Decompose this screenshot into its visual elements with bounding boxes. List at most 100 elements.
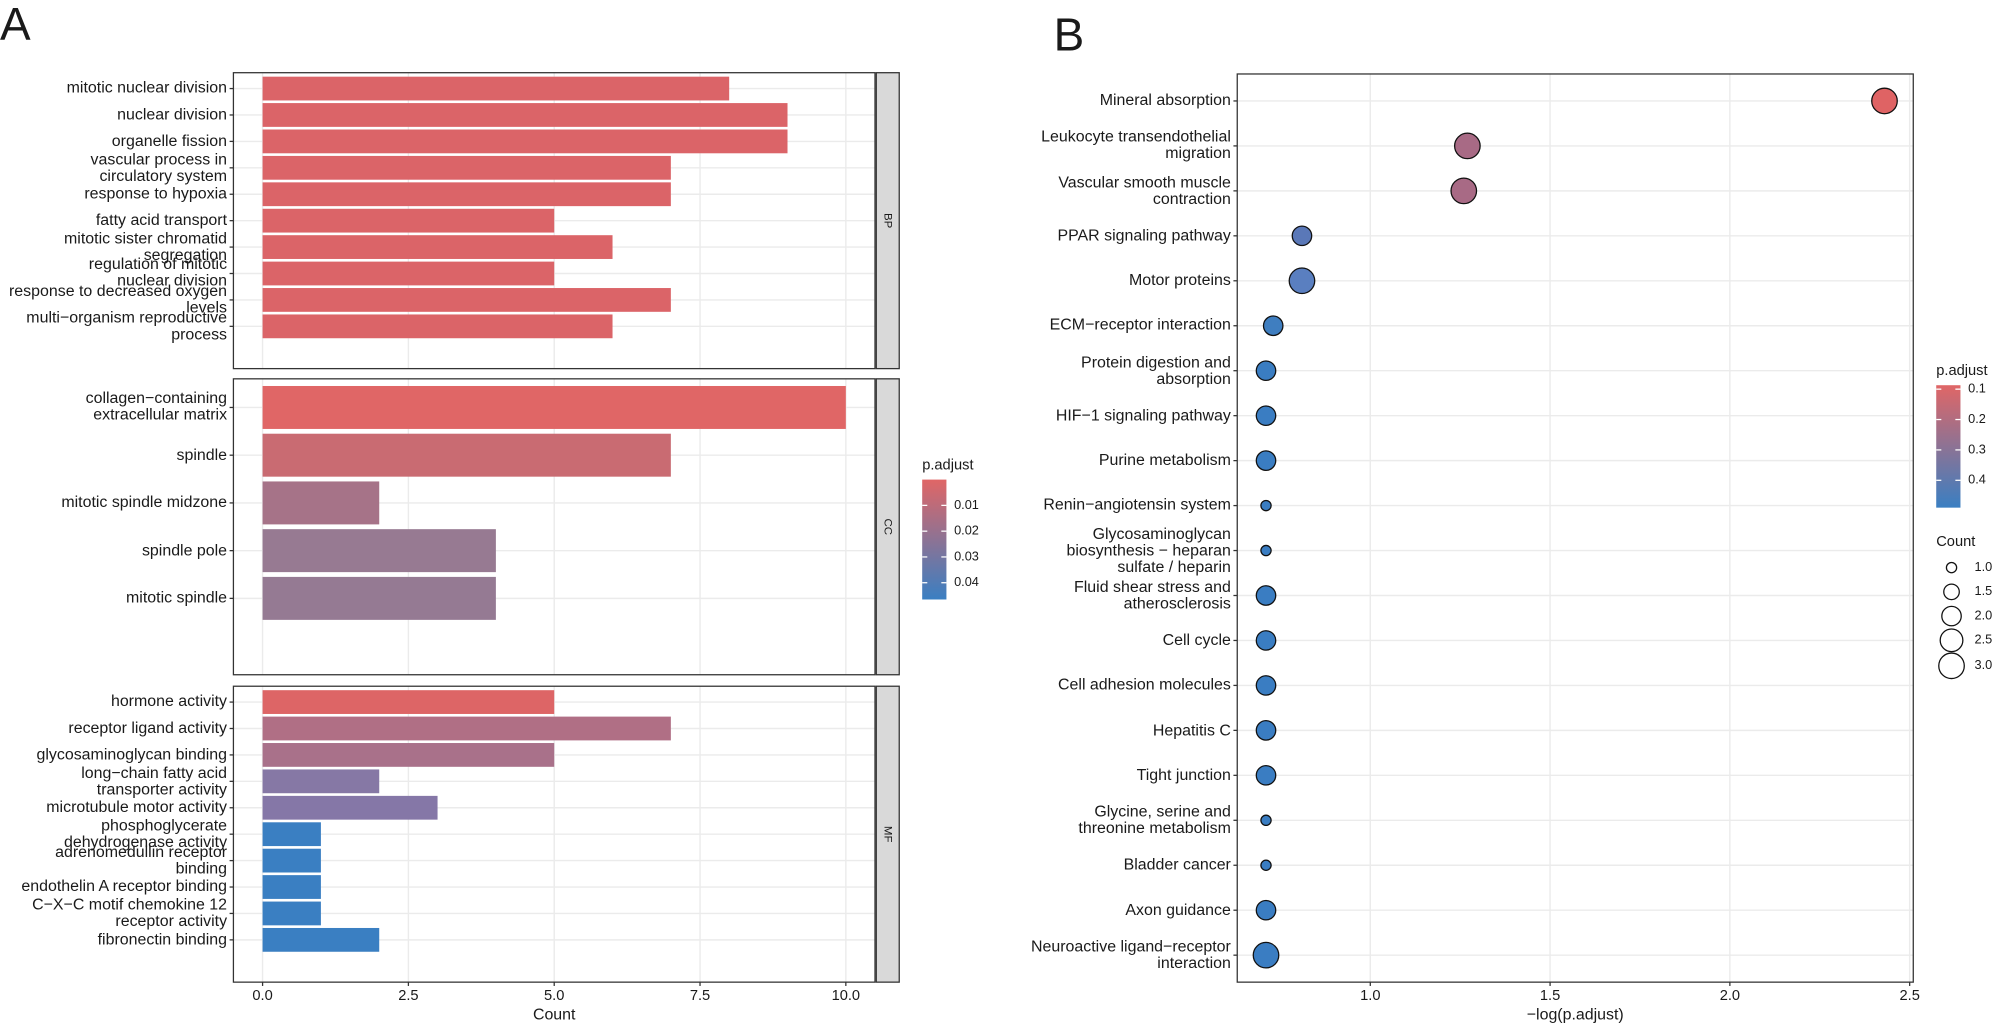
y-tick-label: Mineral absorption [1099,91,1231,110]
y-tick-label: mitotic spindle midzone [61,493,228,512]
y-tick-label: spindle [176,445,228,464]
point [1255,360,1277,382]
y-tick-label: Vascular smooth muscle contraction [1058,173,1231,208]
strip [875,72,900,370]
point [1288,267,1316,295]
point [1262,315,1284,337]
point [1260,814,1272,827]
size-legend-key [1938,652,1965,680]
strip-label: CC [882,518,894,535]
y-tick-label: adrenomedullin receptor binding [55,842,228,878]
bar [262,529,496,573]
x-axis-title: −log(p.adjust) [1527,1007,1624,1024]
y-tick-label: C−X−C motif chemokine 12 receptor activi… [32,895,228,931]
colorbar [1936,385,1961,508]
y-tick-label: Leukocyte transendothelial migration [1041,128,1231,163]
bar [262,822,321,847]
y-tick-label: fatty acid transport [95,211,228,229]
bar [262,716,671,741]
point [1255,450,1277,471]
size-legend-label: 1.5 [1974,583,1992,598]
y-tick-label: fibronectin binding [97,930,228,949]
bar [262,576,496,620]
bar [262,182,671,207]
bar [262,433,671,477]
y-tick-label: Axon guidance [1125,900,1231,919]
panel-border [232,378,876,676]
size-legend-label: 2.0 [1974,607,1992,622]
size-legend-label: 3.0 [1974,657,1992,672]
point [1260,859,1272,871]
colorbar [922,479,947,600]
y-tick-label: multi−organism reproductive process [26,308,228,343]
x-tick-label: 5.0 [544,988,564,1004]
size-legend-label: 1.0 [1974,559,1992,574]
y-tick-label: collagen−containing extracellular matrix [85,389,228,425]
point [1255,405,1277,427]
y-tick-label: Bladder cancer [1123,855,1231,874]
y-tick-label: endothelin A receptor binding [21,877,228,896]
bar [262,155,671,180]
point [1450,177,1478,205]
y-tick-label: hormone activity [110,692,228,711]
y-tick-label: Cell cycle [1162,630,1231,649]
x-tick-label: 1.5 [1540,988,1560,1004]
y-tick-label: PPAR signaling pathway [1057,226,1231,245]
colorbar-label: 0.01 [954,497,979,512]
y-tick-label: microtubule motor activity [46,798,228,817]
y-tick-label: long−chain fatty acid transporter activi… [81,763,228,798]
y-tick-label: Purine metabolism [1098,451,1231,469]
bar [262,901,321,926]
y-tick-label: glycosaminoglycan binding [36,745,228,764]
y-tick-label: phosphoglycerate dehydrogenase activity [63,816,228,851]
bar [262,208,555,233]
y-tick-label: Motor proteins [1128,271,1231,290]
y-tick-label: Glycine, serine and threonine metabolism [1078,802,1231,837]
colorbar-label: 0.2 [1968,411,1986,426]
x-tick-label: 2.5 [398,988,418,1004]
y-tick-label: mitotic sister chromatid segregation [64,229,228,264]
bar [262,76,730,101]
y-tick-label: mitotic spindle [126,588,228,607]
x-tick-label: 2.5 [1899,988,1919,1004]
size-legend-label: 2.5 [1974,632,1992,647]
strip-label: MF [882,826,894,843]
point [1255,585,1277,606]
legend-title: p.adjust [1936,363,1987,379]
bar [262,795,438,820]
legend-title: p.adjust [922,457,973,473]
y-tick-label: organelle fission [111,131,228,150]
bar [262,875,321,899]
bar [262,288,671,312]
y-tick-label: response to decreased oxygen levels [8,282,228,317]
panel-label: B [1054,8,1085,60]
colorbar-label: 0.1 [1968,381,1986,396]
point [1260,544,1272,557]
colorbar-label: 0.02 [954,523,979,538]
y-tick-label: Hepatitis C [1152,720,1231,739]
y-tick-label: Renin−angiotensin system [1043,496,1231,514]
y-tick-label: Cell adhesion molecules [1058,675,1231,694]
y-tick-label: receptor ligand activity [68,718,228,737]
colorbar-label: 0.3 [1968,441,1986,456]
size-legend-key [1945,561,1958,574]
y-tick-label: Protein digestion and absorption [1081,352,1231,388]
y-tick-label: vascular process in circulatory system [90,149,228,185]
bar [262,385,846,429]
colorbar-label: 0.03 [954,548,979,563]
y-tick-label: ECM−receptor interaction [1049,316,1231,335]
point [1291,225,1313,247]
size-legend-key [1939,628,1964,653]
bar [262,261,555,286]
bar [262,848,321,873]
point [1252,941,1280,969]
point [1255,630,1277,651]
panel-label: A [0,0,31,50]
strip-label: BP [882,213,894,229]
y-tick-label: Fluid shear stress and atherosclerosis [1073,577,1231,613]
y-tick-label: nuclear division [117,105,228,124]
x-axis-title: Count [533,1007,576,1024]
point [1260,499,1272,512]
point [1255,720,1277,741]
